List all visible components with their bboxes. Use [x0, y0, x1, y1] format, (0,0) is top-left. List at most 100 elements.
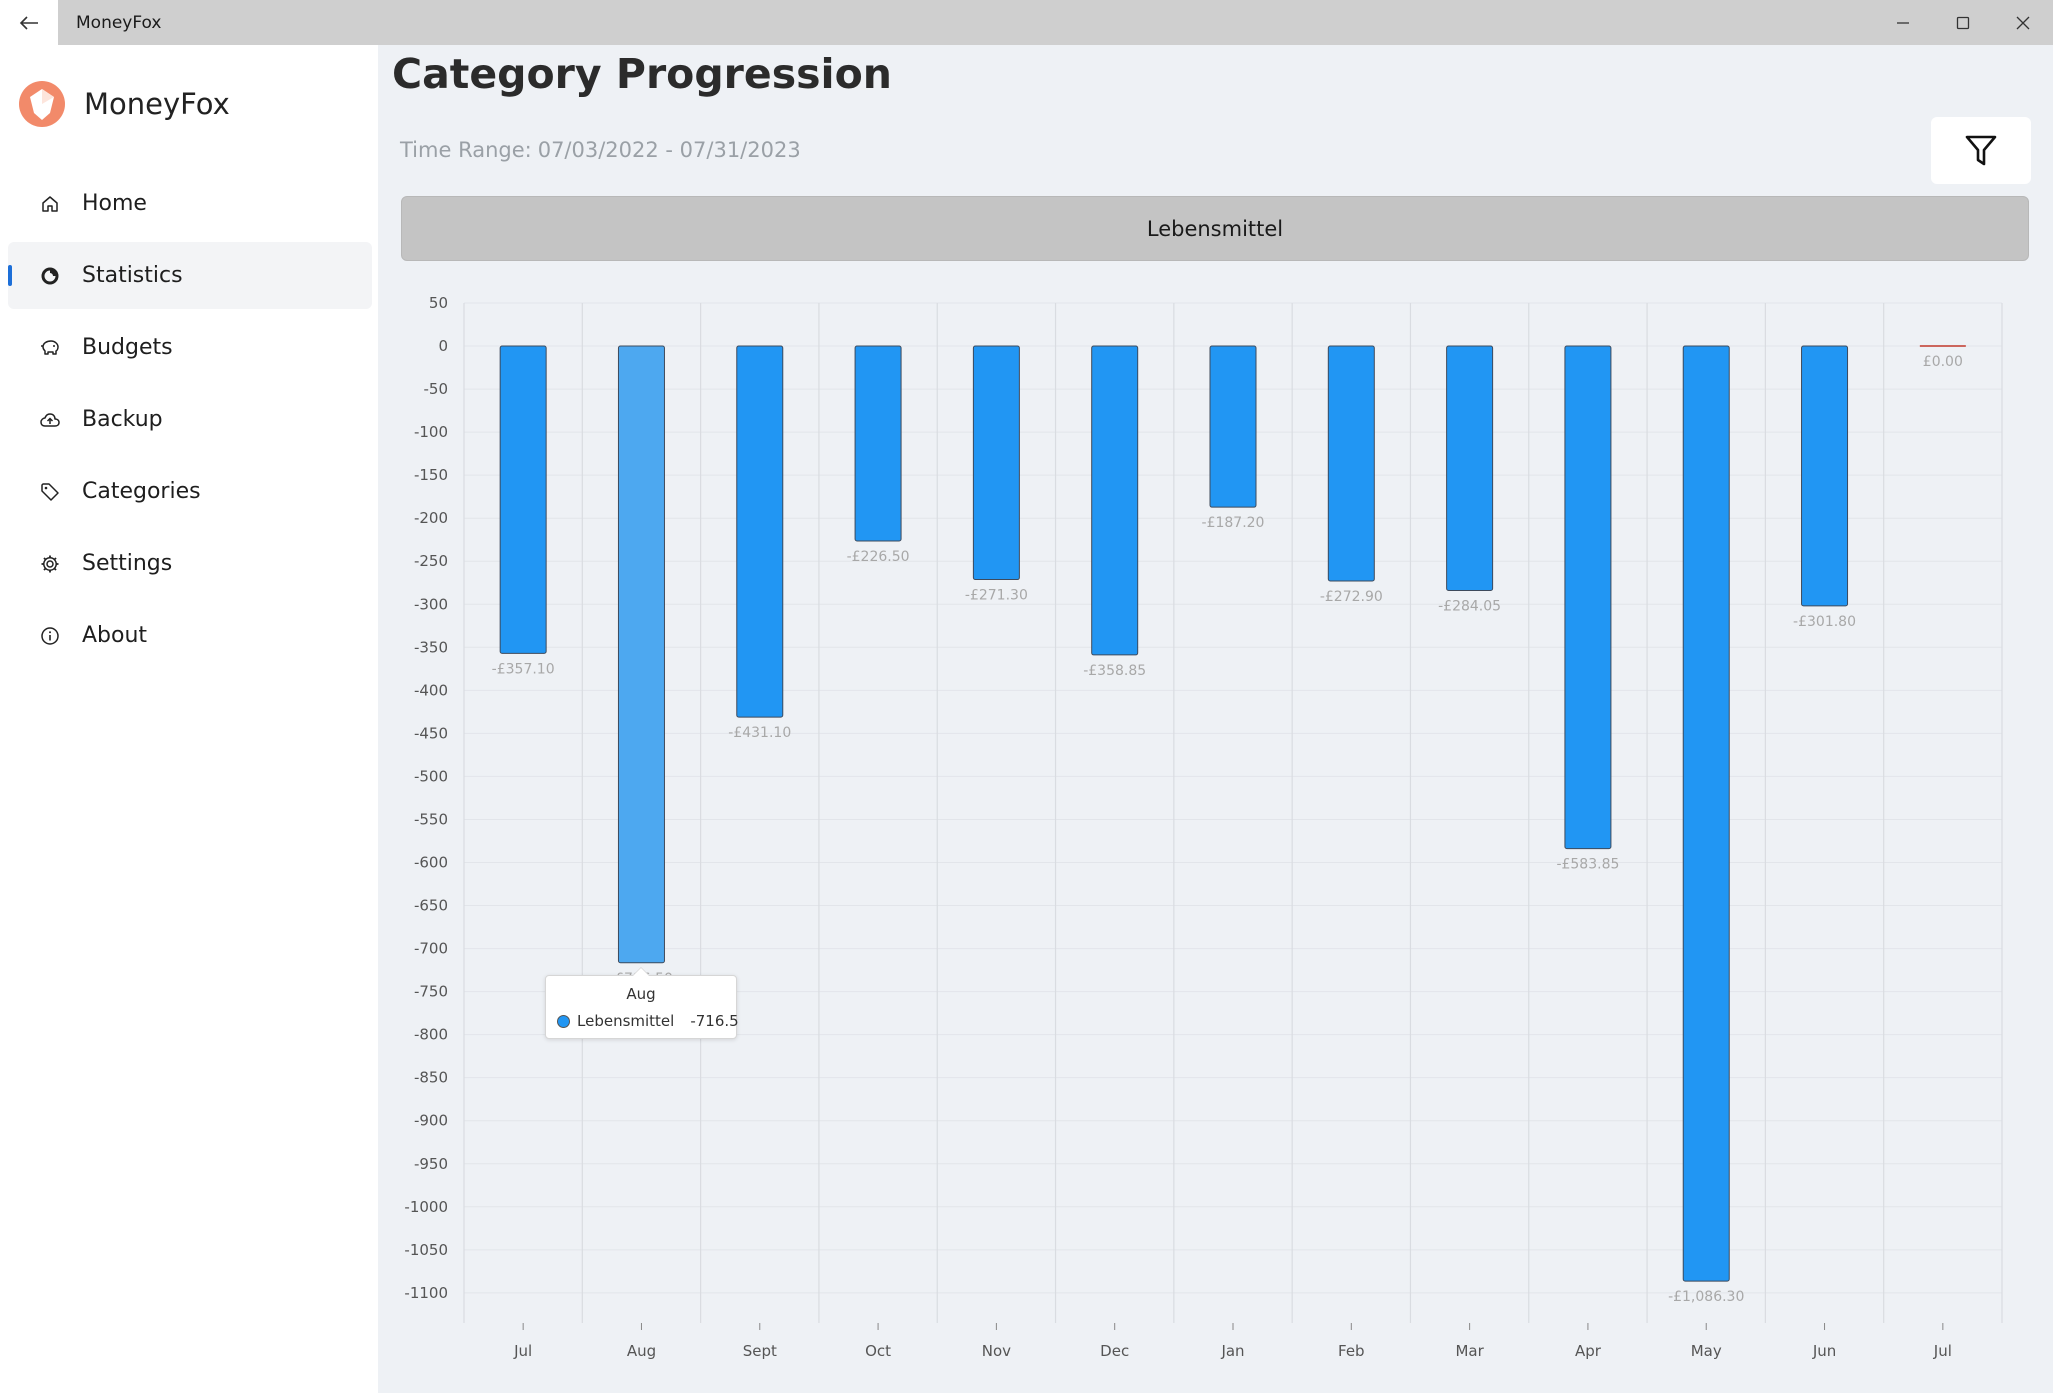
y-tick-label: -1100	[404, 1284, 448, 1302]
bar-data-label: -£271.30	[965, 588, 1028, 604]
minimize-button[interactable]	[1873, 0, 1933, 45]
bar-data-label: -£357.10	[492, 661, 555, 677]
y-tick-label: -400	[414, 681, 448, 699]
y-tick-label: -1000	[404, 1198, 448, 1216]
bar-data-label: -£187.20	[1202, 515, 1265, 531]
bar	[499, 345, 547, 654]
y-tick-label: -250	[414, 552, 448, 570]
y-tick-label: -950	[414, 1155, 448, 1173]
x-tick-label: Jul	[1933, 1342, 1952, 1360]
sidebar-item-label: Statistics	[82, 263, 183, 288]
y-tick-label: -500	[414, 767, 448, 785]
y-tick-label: -700	[414, 940, 448, 958]
sidebar-item-categories[interactable]: Categories	[8, 458, 372, 525]
window-title: MoneyFox	[76, 12, 162, 33]
bar-data-label: -£301.80	[1793, 614, 1856, 630]
y-tick-label: -800	[414, 1026, 448, 1044]
info-icon	[38, 624, 62, 648]
bar	[1801, 345, 1849, 607]
bar-data-label: -£226.50	[847, 549, 910, 565]
x-tick-label: Dec	[1100, 1342, 1129, 1360]
sidebar-item-backup[interactable]: Backup	[8, 386, 372, 453]
sidebar-item-settings[interactable]: Settings	[8, 530, 372, 597]
y-tick-label: -550	[414, 810, 448, 828]
sidebar-item-label: Backup	[82, 407, 163, 432]
window-controls	[1873, 0, 2053, 45]
sidebar-item-label: Home	[82, 191, 147, 216]
y-tick-label: -450	[414, 724, 448, 742]
brand: MoneyFox	[18, 80, 230, 128]
category-progression-chart: 50 0 -50 -100 -150 -200 -250 -300 -350 -400 -450 -5…	[404, 294, 2003, 1360]
bar-data-label: -£284.05	[1438, 599, 1501, 615]
x-tick-label: May	[1691, 1342, 1722, 1360]
y-tick-label: -650	[414, 897, 448, 915]
time-range-value: 07/03/2022 - 07/31/2023	[537, 138, 801, 162]
y-tick-label: -850	[414, 1069, 448, 1087]
tooltip-series-marker	[557, 1014, 570, 1028]
sidebar-item-about[interactable]: About	[8, 602, 372, 669]
title-bar: MoneyFox	[0, 0, 2053, 45]
tooltip-row: Lebensmittel -716.5	[557, 1012, 739, 1030]
bar	[1564, 345, 1612, 850]
sidebar-item-label: About	[82, 623, 148, 648]
x-tick-label: Oct	[865, 1342, 891, 1360]
tooltip-title: Aug	[626, 985, 656, 1003]
bar	[972, 345, 1020, 581]
sidebar-item-statistics[interactable]: Statistics	[8, 242, 372, 309]
x-tick-label: Apr	[1575, 1342, 1602, 1360]
bar-data-label: -£1,086.30	[1668, 1289, 1744, 1305]
bar-data-label: -£583.85	[1556, 857, 1619, 873]
y-tick-label: -50	[424, 380, 449, 398]
y-tick-label: -750	[414, 983, 448, 1001]
bar	[617, 345, 665, 964]
close-icon	[2016, 16, 2030, 29]
sidebar-item-label: Categories	[82, 479, 201, 504]
y-tick-label: 50	[429, 294, 448, 312]
nav-menu: Home Statistics Budgets Backup Categorie…	[8, 170, 372, 674]
bar	[1446, 345, 1494, 592]
bar	[1091, 345, 1139, 656]
cloud-upload-icon	[38, 408, 62, 432]
x-tick-label: Jul	[513, 1342, 532, 1360]
maximize-icon	[1956, 16, 1970, 29]
x-tick-label: Sept	[743, 1342, 777, 1360]
bar	[854, 345, 902, 542]
moneyfox-logo	[19, 81, 65, 127]
x-tick-label: Aug	[627, 1342, 656, 1360]
x-tick-label: Mar	[1455, 1342, 1484, 1360]
bar-data-label: -£272.90	[1320, 589, 1383, 605]
back-button[interactable]	[0, 0, 58, 45]
page-title: Category Progression	[392, 50, 892, 98]
minimize-icon	[1897, 21, 1909, 24]
x-tick-label: Feb	[1338, 1342, 1365, 1360]
piggy-bank-icon	[38, 336, 62, 360]
y-tick-label: 0	[438, 337, 448, 355]
y-tick-label: -1050	[404, 1241, 448, 1259]
statistics-icon	[38, 264, 62, 288]
bar-data-label: £0.00	[1923, 354, 1963, 370]
category-selector-button[interactable]: Lebensmittel	[401, 196, 2029, 261]
bar-data-label: -£358.85	[1083, 663, 1146, 679]
filter-button[interactable]	[1931, 117, 2031, 184]
bar	[1682, 345, 1730, 1282]
sidebar-item-budgets[interactable]: Budgets	[8, 314, 372, 381]
tooltip-series-name: Lebensmittel	[577, 1012, 675, 1030]
sidebar-item-home[interactable]: Home	[8, 170, 372, 237]
bar	[1327, 345, 1375, 582]
bar	[736, 345, 784, 718]
tooltip-value: -716.5	[690, 1012, 739, 1030]
tag-icon	[38, 480, 62, 504]
home-icon	[38, 192, 62, 216]
sidebar-item-label: Settings	[82, 551, 173, 576]
y-tick-label: -600	[414, 853, 448, 871]
y-tick-label: -200	[414, 509, 448, 527]
arrow-left-icon	[19, 15, 38, 30]
filter-icon	[1965, 135, 1997, 165]
sidebar-item-label: Budgets	[82, 335, 173, 360]
maximize-button[interactable]	[1933, 0, 1993, 45]
y-tick-label: -100	[414, 423, 448, 441]
close-button[interactable]	[1993, 0, 2053, 45]
x-tick-label: Nov	[982, 1342, 1011, 1360]
bar	[1209, 345, 1257, 508]
y-tick-label: -900	[414, 1112, 448, 1130]
